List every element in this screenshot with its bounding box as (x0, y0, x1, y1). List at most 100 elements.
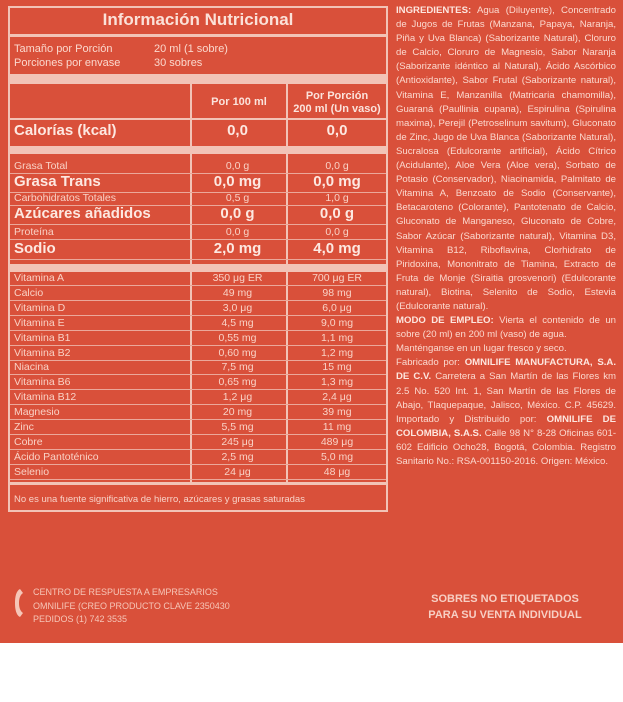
contact-block: CENTRO DE RESPUESTA A EMPRESARIOS OMNILI… (33, 586, 230, 627)
vitamin-label: Vitamina B6 (14, 376, 71, 389)
vitamin-per-serving: 1,2 mg (320, 346, 354, 359)
vitamin-label: Vitamina B12 (14, 391, 77, 404)
calories-per-100ml: 0,0 (227, 122, 248, 139)
servings-label: Porciones por envase (14, 57, 121, 69)
contact-line-2: OMNILIFE (CREO PRODUCTO CLAVE 2350430 (33, 600, 230, 611)
row-divider (10, 205, 386, 206)
row-divider (10, 478, 386, 480)
vitamin-label: Calcio (14, 286, 44, 299)
col2-header-line2: 200 ml (Un vaso) (293, 103, 381, 115)
servings-row: Porciones por envase 30 sobres (14, 57, 202, 69)
macro-per-serving: 0,0 g (325, 160, 349, 172)
ingredients-paragraph: INGREDIENTES: Agua (Diluyente), Concentr… (396, 4, 616, 314)
vitamin-per-100ml: 3,0 μg (222, 301, 253, 314)
vitamin-per-100ml: 7,5 mg (221, 361, 254, 374)
usage-paragraph: MODO DE EMPLEO: Vierta el contenido de u… (396, 314, 616, 342)
vitamin-per-100ml: 49 mg (222, 286, 253, 299)
vitamin-per-100ml: 2,5 mg (221, 450, 254, 463)
vitamin-per-100ml: 0,55 mg (218, 331, 257, 344)
ingredients-heading: INGREDIENTES: (396, 5, 472, 16)
row-divider (10, 285, 386, 286)
vitamin-per-serving: 489 μg (320, 435, 354, 448)
nutrition-table: Información Nutricional Tamaño por Porci… (8, 6, 388, 512)
ingredients-column: INGREDIENTES: Agua (Diluyente), Concentr… (396, 4, 616, 469)
vitamin-per-serving: 6,0 μg (322, 301, 352, 314)
serving-size-row: Tamaño por Porción 20 ml (1 sobre) (14, 43, 228, 55)
row-divider (10, 434, 386, 435)
vitamin-label: Vitamina A (14, 272, 65, 284)
row-divider (10, 463, 386, 465)
vitamin-label: Niacina (14, 361, 50, 374)
contact-line-1: CENTRO DE RESPUESTA A EMPRESARIOS (33, 587, 218, 597)
importer-name: OMNILIFE DE COLOMBIA, S.A.S. (396, 413, 616, 439)
vitamin-label: Ácido Pantoténico (14, 450, 99, 463)
vitamin-per-100ml: 0,60 mg (218, 346, 257, 359)
col1-header: Por 100 ml (211, 96, 267, 108)
macro-per-100ml: 0,0 g (225, 160, 250, 172)
macro-label: Grasa Total (14, 160, 68, 172)
macro-per-serving: 0,0 g (319, 205, 355, 222)
vitamin-per-serving: 9,0 mg (320, 316, 354, 329)
vitamin-per-serving: 15 mg (322, 361, 352, 374)
row-divider (10, 259, 386, 260)
column-divider-2 (286, 84, 288, 482)
macro-per-serving: 0,0 mg (313, 173, 361, 190)
macro-label: Carbohidratos Totales (14, 192, 116, 204)
footnote: No es una fuente significativa de hierro… (14, 494, 305, 505)
contact-line-3: PEDIDOS (1) 742 3535 (33, 614, 128, 624)
bottom-divider (10, 482, 386, 485)
calories-divider (10, 146, 386, 154)
macro-per-100ml: 2,0 mg (213, 240, 262, 257)
vitamin-per-100ml: 1,2 μg (222, 391, 253, 404)
title-divider (10, 34, 386, 37)
row-divider (10, 344, 386, 346)
row-divider (10, 173, 386, 174)
vitamin-label: Magnesio (14, 406, 60, 419)
ingredients-text: Agua (Diluyente), Concentrado de Jugos d… (396, 5, 616, 312)
usage-heading: MODO DE EMPLEO: (396, 315, 494, 327)
vitamin-per-serving: 39 mg (322, 406, 352, 419)
vitamin-per-100ml: 5,5 mg (221, 421, 254, 433)
individual-sale-notice: SOBRES NO ETIQUETADOS PARA SU VENTA INDI… (405, 591, 605, 623)
label-panel: Información Nutricional Tamaño por Porci… (0, 0, 623, 643)
vitamin-label: Vitamina B1 (14, 331, 71, 344)
row-divider (10, 448, 386, 450)
vitamin-per-100ml: 20 mg (222, 406, 253, 419)
notice-line-2: PARA SU VENTA INDIVIDUAL (428, 609, 582, 621)
calories-per-serving: 0,0 (326, 122, 348, 139)
vitamin-per-serving: 1,3 mg (320, 376, 354, 389)
vitamins-divider (10, 264, 386, 272)
row-divider (10, 359, 386, 361)
vitamin-per-serving: 98 mg (322, 286, 352, 299)
vitamin-per-100ml: 0,65 mg (218, 376, 257, 389)
macro-per-serving: 4,0 mg (313, 240, 361, 257)
serving-size-label: Tamaño por Porción (14, 43, 113, 55)
manufacturer-prefix: Fabricado por: (396, 357, 460, 369)
vitamin-label: Vitamina E (14, 316, 65, 329)
usage-text: Vierta el contenido de un sobre (20 ml) … (396, 315, 616, 341)
col2-header-line1: Por Porción (305, 90, 369, 102)
vitamin-per-serving: 11 mg (322, 421, 352, 433)
vitamin-per-serving: 700 μg ER (312, 272, 362, 284)
row-divider (10, 192, 386, 193)
macro-label: Grasa Trans (14, 173, 101, 190)
macro-label: Azúcares añadidos (14, 205, 151, 222)
vitamin-per-100ml: 4,5 mg (221, 316, 254, 329)
nutrition-title: Información Nutricional (102, 10, 294, 29)
macro-per-100ml: 0,5 g (225, 192, 250, 204)
vitamin-per-100ml: 245 μg (221, 435, 254, 448)
row-divider (10, 419, 386, 421)
storage-text: Manténganse en un lugar fresco y seco. (396, 343, 567, 355)
vitamin-label: Cobre (14, 435, 43, 448)
notice-line-1: SOBRES NO ETIQUETADOS (431, 593, 579, 605)
row-divider (10, 224, 386, 225)
thick-divider (10, 74, 386, 84)
header-divider (10, 118, 386, 120)
macro-per-100ml: 0,0 g (225, 226, 250, 238)
vitamin-per-100ml: 24 μg (224, 465, 251, 478)
vitamin-label: Selenio (14, 465, 50, 478)
vitamin-per-100ml: 350 μg ER (212, 272, 263, 284)
row-divider (10, 314, 386, 316)
calories-label: Calorías (kcal) (14, 122, 117, 139)
macro-per-100ml: 0,0 mg (213, 173, 262, 190)
